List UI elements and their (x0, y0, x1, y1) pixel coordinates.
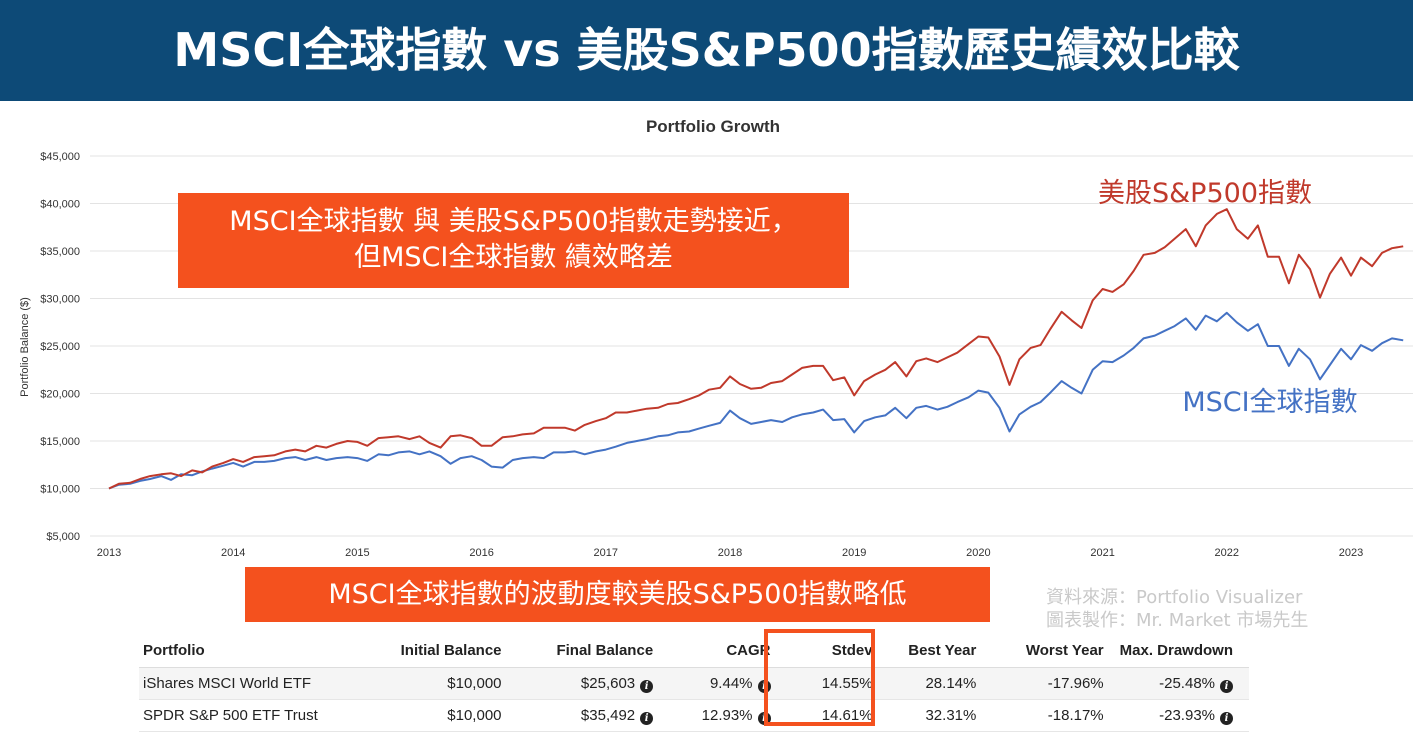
source-credit: 資料來源：Portfolio Visualizer 圖表製作：Mr. Marke… (1046, 586, 1308, 632)
cell-initial-balance: $10,000 (369, 667, 518, 700)
cell-portfolio: iShares MSCI World ETF (139, 667, 370, 700)
callout-trend-line2: 但MSCI全球指數 績效略差 (354, 242, 673, 273)
info-icon[interactable]: i (1220, 679, 1233, 693)
y-tick-label: $35,000 (40, 246, 80, 258)
series-line-msci (108, 311, 1404, 490)
cell-best-year: 28.14% (888, 667, 993, 700)
col-header-max-drawdown: Max. Drawdown (1119, 633, 1249, 668)
table-header-row: Portfolio Initial Balance Final Balance … (139, 633, 1249, 668)
callout-volatility-note: MSCI全球指數的波動度較美股S&P500指數略低 (245, 567, 990, 622)
info-icon[interactable]: i (640, 679, 654, 693)
x-tick-label: 2022 (1215, 547, 1239, 559)
x-tick-label: 2014 (221, 547, 245, 559)
x-tick-label: 2016 (469, 547, 493, 559)
callout-trend-line1: MSCI全球指數 與 美股S&P500指數走勢接近， (229, 206, 798, 237)
series-lines (108, 208, 1404, 490)
info-icon[interactable]: i (640, 711, 654, 725)
y-tick-label: $5,000 (46, 531, 80, 543)
cell-final-balance-value: $25,603 (580, 674, 636, 692)
chart-title: Portfolio Growth (646, 117, 780, 136)
cell-best-year: 32.31% (888, 699, 993, 732)
cell-final-balance: $35,492 i (517, 699, 670, 732)
cell-max-drawdown: -25.48% i (1119, 667, 1249, 700)
callout-trend-note: MSCI全球指數 與 美股S&P500指數走勢接近， 但MSCI全球指數 績效略… (178, 193, 849, 288)
source-line2: 圖表製作：Mr. Market 市場先生 (1046, 610, 1309, 631)
y-tick-labels: $5,000 $10,000 $15,000 $20,000 $25,000 $30,00… (40, 151, 80, 543)
col-header-worst-year: Worst Year (992, 633, 1120, 668)
y-tick-label: $15,000 (40, 436, 80, 448)
cell-max-drawdown-value: -23.93% (1159, 706, 1215, 724)
cell-max-drawdown-value: -25.48% (1159, 674, 1215, 692)
x-tick-label: 2017 (594, 547, 618, 559)
x-tick-labels: 2013 2014 2015 2016 2017 2018 2019 2020 2021 2022… (97, 547, 1363, 559)
series-label-msci: MSCI全球指數 (1182, 387, 1357, 418)
portfolio-growth-chart: Portfolio Growth Portfolio Balance ($) $… (19, 117, 1413, 559)
cell-final-balance-value: $35,492 (580, 706, 636, 724)
col-header-portfolio: Portfolio (139, 633, 370, 668)
cell-worst-year: -18.17% (992, 699, 1120, 732)
y-tick-label: $25,000 (40, 341, 80, 353)
source-line1: 資料來源：Portfolio Visualizer (1046, 587, 1303, 608)
x-tick-label: 2023 (1339, 547, 1363, 559)
table-row: SPDR S&P 500 ETF Trust $10,000 $35,492 i … (139, 699, 1249, 732)
x-tick-label: 2018 (718, 547, 742, 559)
cell-portfolio: SPDR S&P 500 ETF Trust (139, 699, 370, 732)
cell-cagr-value: 12.93% (701, 706, 753, 724)
page-title: MSCI全球指數 vs 美股S&P500指數歷史績效比較 (173, 23, 1240, 77)
y-axis-label: Portfolio Balance ($) (19, 297, 31, 397)
x-tick-label: 2015 (345, 547, 369, 559)
x-tick-label: 2021 (1090, 547, 1114, 559)
stdev-highlight-box (764, 629, 875, 726)
cell-stdev: 14.61% (786, 699, 889, 732)
y-tick-label: $10,000 (40, 484, 80, 496)
cell-final-balance: $25,603 i (517, 667, 670, 700)
x-tick-label: 2019 (842, 547, 866, 559)
x-tick-label: 2020 (966, 547, 990, 559)
cell-cagr-value: 9.44% (709, 674, 753, 692)
cell-max-drawdown: -23.93% i (1119, 699, 1249, 732)
table-row: iShares MSCI World ETF $10,000 $25,603 i … (139, 667, 1249, 700)
performance-table: Portfolio Initial Balance Final Balance … (139, 633, 1249, 732)
col-header-initial-balance: Initial Balance (369, 633, 518, 668)
x-tick-label: 2013 (97, 547, 121, 559)
info-icon[interactable]: i (1220, 711, 1233, 725)
col-header-final-balance: Final Balance (517, 633, 670, 668)
y-tick-label: $40,000 (40, 199, 80, 211)
header-bar: MSCI全球指數 vs 美股S&P500指數歷史績效比較 (0, 0, 1413, 101)
y-tick-label: $45,000 (40, 151, 80, 163)
cell-worst-year: -17.96% (992, 667, 1120, 700)
series-label-sp500: 美股S&P500指數 (1098, 178, 1312, 209)
cell-initial-balance: $10,000 (369, 699, 518, 732)
series-line-sp500 (108, 208, 1404, 490)
y-tick-label: $20,000 (40, 389, 80, 401)
y-tick-label: $30,000 (40, 294, 80, 306)
col-header-best-year: Best Year (888, 633, 993, 668)
